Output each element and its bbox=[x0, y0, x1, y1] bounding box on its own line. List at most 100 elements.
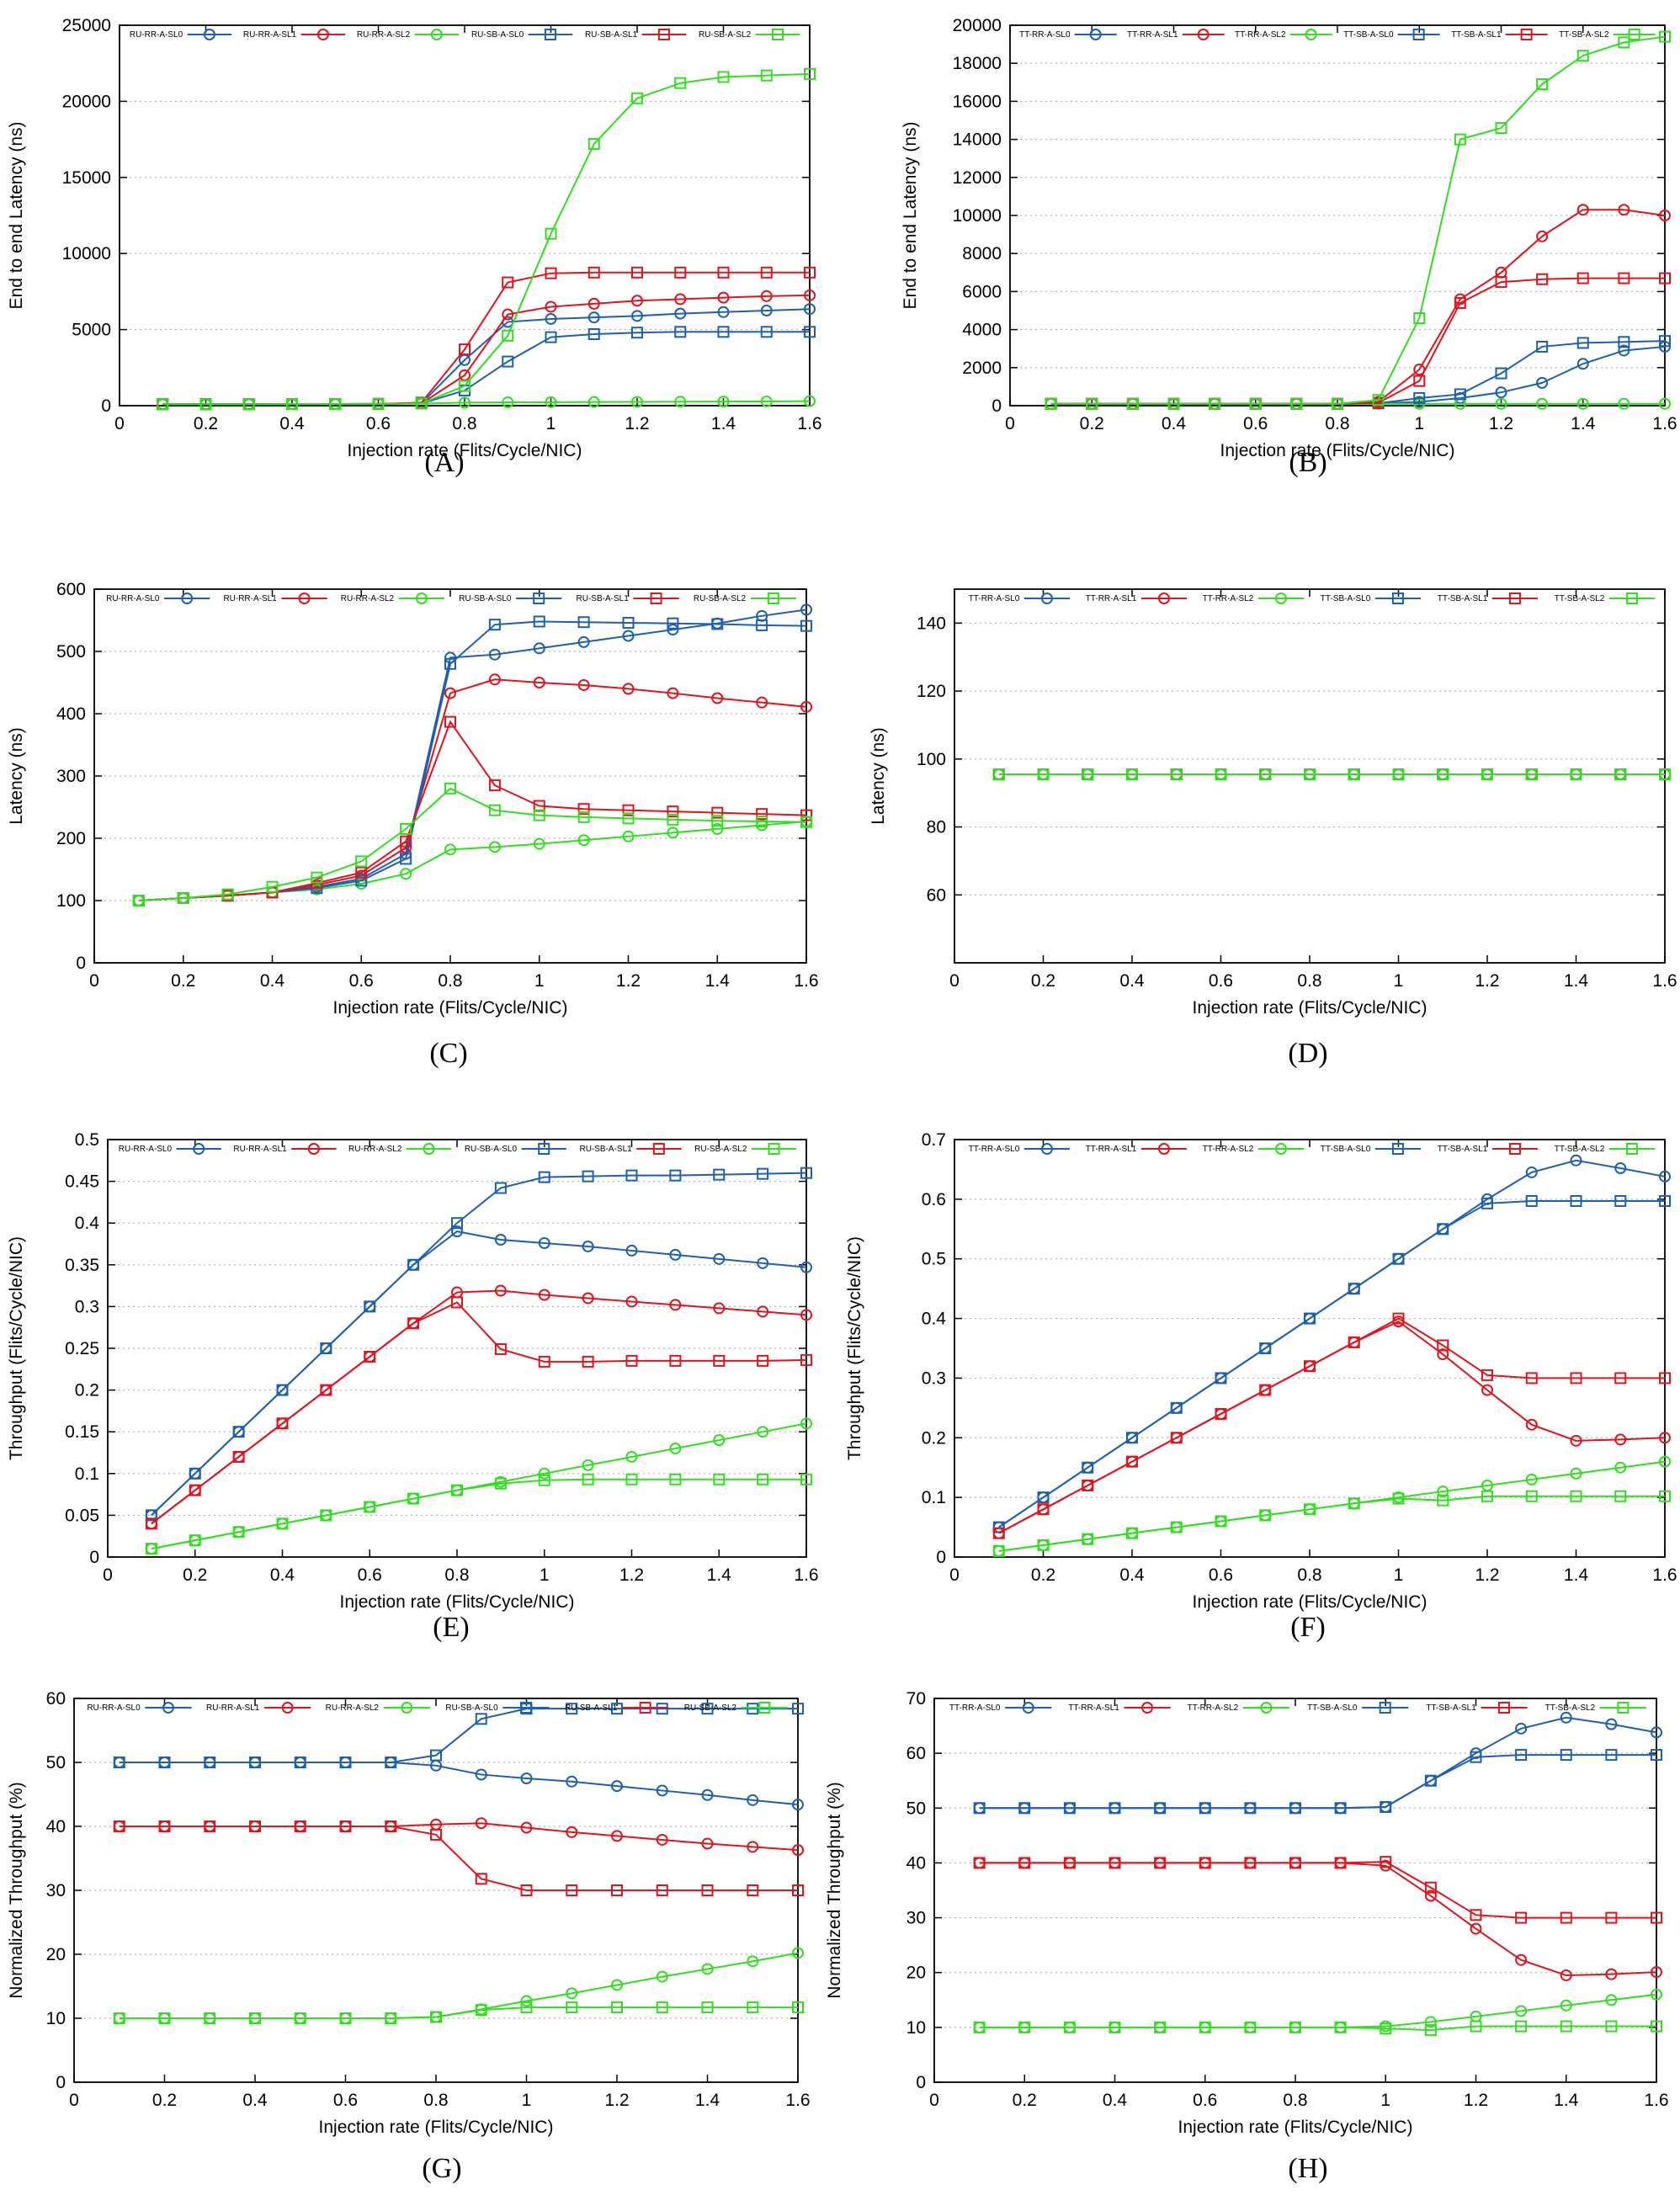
data-point bbox=[587, 138, 600, 151]
data-point bbox=[625, 1473, 638, 1485]
y-tick-label: 0.35 bbox=[65, 1256, 99, 1275]
legend-swatch-marker bbox=[1508, 1143, 1521, 1155]
y-tick-label: 0 bbox=[992, 396, 1002, 416]
series-line bbox=[979, 1754, 1656, 1810]
data-point bbox=[711, 815, 724, 827]
series-line bbox=[151, 1230, 807, 1517]
data-point bbox=[1576, 397, 1589, 410]
data-point bbox=[1651, 1749, 1662, 1762]
data-point bbox=[1651, 1911, 1662, 1924]
data-point bbox=[625, 1450, 638, 1463]
data-point bbox=[1037, 1491, 1050, 1504]
x-tick-label: 0.8 bbox=[423, 2091, 448, 2110]
data-point bbox=[430, 1828, 442, 1841]
data-point bbox=[1560, 1999, 1572, 2012]
data-point bbox=[1037, 1539, 1050, 1551]
data-point bbox=[625, 1354, 638, 1367]
data-point bbox=[625, 1244, 638, 1257]
series-RU-SB-A-SL1 bbox=[145, 1296, 812, 1530]
legend: RU-RR-A-SL0 RU-RR-A-SL1 RU-RR-A-SL2 RU-SB-A… bbox=[119, 1143, 797, 1155]
x-tick-label: 0 bbox=[69, 2091, 79, 2110]
y-tick-label: 0.2 bbox=[75, 1381, 99, 1400]
series-TT-RR-A-SL1 bbox=[992, 1315, 1671, 1539]
data-point bbox=[587, 266, 600, 279]
plot-frame bbox=[93, 588, 807, 964]
series-TT-RR-A-SL0 bbox=[973, 1711, 1662, 1815]
data-point bbox=[1605, 1718, 1618, 1730]
data-point bbox=[625, 1295, 638, 1308]
series-RU-RR-A-SL1 bbox=[113, 1817, 804, 1857]
data-point bbox=[760, 290, 773, 302]
data-point bbox=[533, 615, 545, 628]
y-tick-label: 40 bbox=[46, 1817, 66, 1836]
y-tick-label: 0.5 bbox=[75, 1130, 99, 1150]
data-point bbox=[1495, 367, 1507, 380]
series-line bbox=[151, 1172, 807, 1517]
legend-swatch-marker bbox=[639, 1702, 651, 1714]
data-point bbox=[756, 808, 768, 821]
x-tick-label: 0.4 bbox=[279, 414, 305, 433]
data-point bbox=[364, 1501, 376, 1513]
x-tick-label: 0.2 bbox=[1031, 1565, 1055, 1585]
legend-label: RU-RR-A-SL1 bbox=[243, 30, 297, 40]
data-point bbox=[488, 673, 501, 686]
legend-swatch-marker bbox=[1157, 1143, 1170, 1155]
data-point bbox=[1576, 337, 1589, 349]
data-point bbox=[545, 396, 557, 408]
data-point bbox=[329, 398, 342, 411]
y-tick-label: 10 bbox=[46, 2009, 66, 2028]
y-tick-label: 0.6 bbox=[922, 1190, 946, 1209]
data-point bbox=[1515, 2020, 1528, 2033]
data-point bbox=[1108, 1802, 1121, 1815]
series-TT-SB-A-SL1 bbox=[973, 1856, 1662, 1924]
legend-label: RU-SB-A-SL0 bbox=[465, 1145, 518, 1154]
legend-swatch-marker bbox=[1379, 1702, 1391, 1714]
legend-swatch-marker bbox=[415, 593, 428, 604]
legend-label: RU-RR-A-SL2 bbox=[341, 594, 395, 603]
data-point bbox=[444, 687, 456, 699]
data-point bbox=[792, 1884, 804, 1896]
data-point bbox=[502, 308, 514, 321]
data-point bbox=[717, 396, 730, 408]
legend-swatch-marker bbox=[1305, 29, 1317, 40]
series-RU-SB-A-SL0 bbox=[113, 1703, 804, 1768]
data-point bbox=[545, 331, 557, 343]
y-axis-title: Throughput (Flits/Cycle/NIC) bbox=[845, 1236, 864, 1460]
series-RU-RR-A-SL1 bbox=[145, 1284, 812, 1530]
data-point bbox=[494, 1477, 507, 1490]
series-RU-RR-A-SL0 bbox=[132, 603, 812, 906]
data-point bbox=[1495, 122, 1507, 135]
data-point bbox=[385, 1820, 397, 1832]
legend-swatch-marker bbox=[423, 1143, 435, 1155]
x-tick-label: 0.8 bbox=[1297, 971, 1321, 991]
x-tick-label: 1.4 bbox=[1554, 2091, 1579, 2110]
data-point bbox=[1614, 1372, 1627, 1384]
data-point bbox=[158, 1757, 171, 1768]
y-tick-label: 20 bbox=[46, 1945, 66, 1964]
series-line bbox=[138, 620, 807, 901]
data-point bbox=[1063, 1802, 1076, 1815]
data-point bbox=[1086, 397, 1098, 410]
data-point bbox=[145, 1517, 157, 1530]
data-point bbox=[566, 2001, 578, 2014]
data-point bbox=[800, 700, 812, 713]
data-point bbox=[1215, 1515, 1227, 1528]
data-point bbox=[1659, 397, 1671, 410]
data-point bbox=[1481, 1369, 1493, 1381]
y-tick-label: 30 bbox=[46, 1881, 66, 1900]
data-point bbox=[355, 866, 368, 879]
x-tick-label: 0 bbox=[929, 2091, 939, 2110]
data-point bbox=[533, 677, 545, 688]
legend-swatch-marker bbox=[316, 29, 329, 40]
legend-label: RU-RR-A-SL0 bbox=[130, 30, 183, 40]
data-point bbox=[339, 1757, 352, 1768]
data-point bbox=[189, 1484, 201, 1496]
data-point bbox=[1170, 1521, 1183, 1533]
data-point bbox=[113, 1757, 125, 1768]
data-point bbox=[1525, 1372, 1538, 1384]
data-point bbox=[1424, 1774, 1437, 1787]
data-point bbox=[364, 1300, 376, 1313]
data-point bbox=[232, 1450, 245, 1463]
data-point bbox=[339, 1820, 352, 1832]
data-point bbox=[538, 1467, 550, 1480]
